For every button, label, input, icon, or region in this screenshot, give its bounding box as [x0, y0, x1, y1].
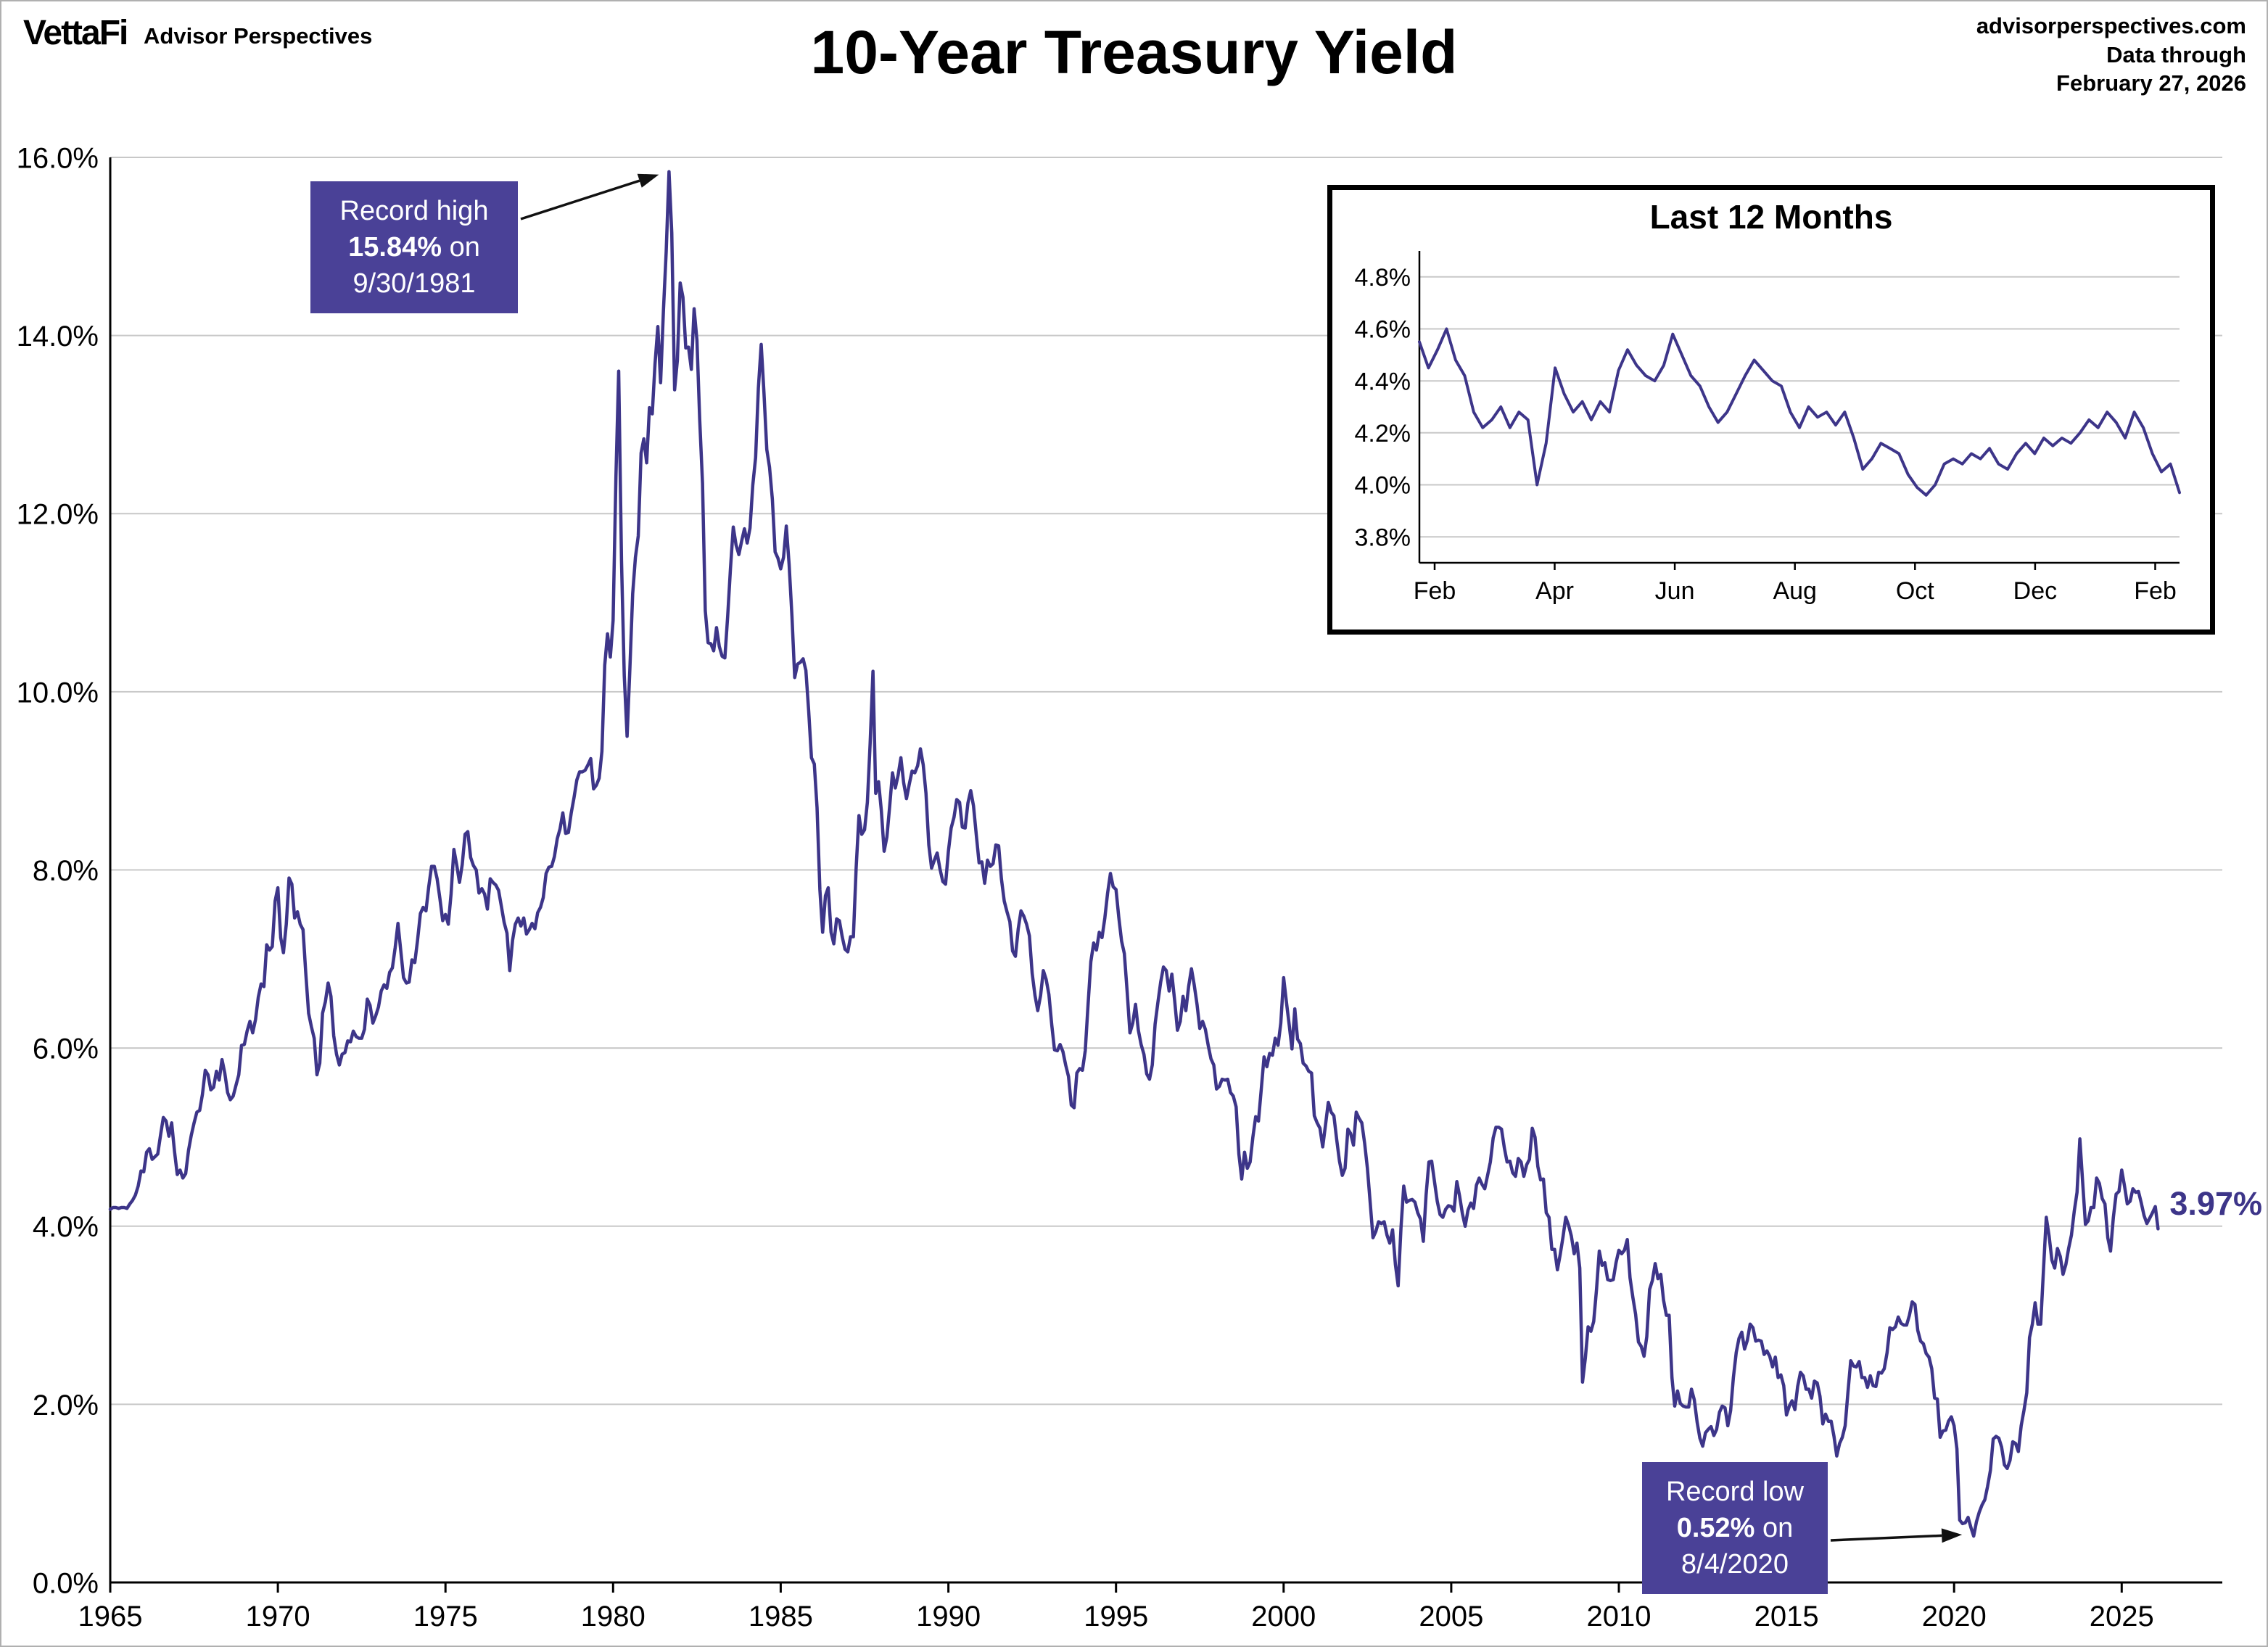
- record-low-annotation: Record low 0.52% on 8/4/2020: [1642, 1462, 1828, 1595]
- record-high-annotation: Record high 15.84% on 9/30/1981: [310, 181, 518, 314]
- record-low-line1: Record low: [1665, 1477, 1805, 1507]
- svg-text:Feb: Feb: [2134, 577, 2177, 605]
- svg-text:Oct: Oct: [1896, 577, 1934, 605]
- svg-text:4.0%: 4.0%: [1355, 472, 1411, 500]
- page-title: 10-Year Treasury Yield: [810, 18, 1458, 86]
- svg-text:1970: 1970: [246, 1601, 310, 1632]
- svg-text:0.0%: 0.0%: [33, 1567, 99, 1599]
- logo-subtitle: Advisor Perspectives: [144, 23, 373, 49]
- svg-text:3.8%: 3.8%: [1355, 524, 1411, 551]
- record-high-line1: Record high: [339, 196, 489, 226]
- svg-text:12.0%: 12.0%: [17, 499, 99, 531]
- svg-text:4.2%: 4.2%: [1355, 420, 1411, 447]
- svg-text:2.0%: 2.0%: [33, 1390, 99, 1421]
- svg-text:2025: 2025: [2090, 1601, 2154, 1632]
- svg-text:14.0%: 14.0%: [17, 321, 99, 352]
- svg-text:1985: 1985: [749, 1601, 813, 1632]
- record-high-date: 9/30/1981: [352, 268, 476, 300]
- svg-text:1980: 1980: [581, 1601, 646, 1632]
- svg-text:1990: 1990: [916, 1601, 981, 1632]
- record-low-line2: 0.52% on: [1676, 1513, 1794, 1544]
- svg-text:Jun: Jun: [1655, 577, 1695, 605]
- svg-text:4.4%: 4.4%: [1355, 368, 1411, 395]
- inset-chart: 3.8% 4.0% 4.2% 4.4% 4.6% 4.8% Feb Apr Jun Aug Oct D…: [1355, 251, 2181, 605]
- svg-text:Feb: Feb: [1414, 577, 1456, 605]
- svg-text:1965: 1965: [78, 1601, 143, 1632]
- source-block: advisorperspectives.com Data through Feb…: [1976, 12, 2246, 98]
- svg-text:2010: 2010: [1587, 1601, 1651, 1632]
- svg-text:6.0%: 6.0%: [33, 1033, 99, 1065]
- svg-text:1975: 1975: [413, 1601, 478, 1632]
- source-site: advisorperspectives.com: [1976, 13, 2246, 38]
- vettafi-logo: VettaFi: [23, 14, 128, 52]
- svg-text:2020: 2020: [1922, 1601, 1987, 1632]
- data-through-date: February 27, 2026: [2056, 70, 2246, 96]
- inset-title: Last 12 Months: [1649, 198, 1893, 236]
- main-chart: 0.0% 2.0% 4.0% 6.0% 8.0% 10.0% 12.0% 14.0% 16.0%…: [17, 142, 2222, 1632]
- svg-text:Dec: Dec: [2013, 577, 2057, 605]
- svg-text:2005: 2005: [1419, 1601, 1483, 1632]
- svg-text:10.0%: 10.0%: [17, 677, 99, 709]
- svg-text:4.6%: 4.6%: [1355, 316, 1411, 344]
- svg-text:Aug: Aug: [1773, 577, 1817, 605]
- svg-text:16.0%: 16.0%: [17, 142, 99, 174]
- main-chart-area: 0.0% 2.0% 4.0% 6.0% 8.0% 10.0% 12.0% 14.0% 16.0%…: [1, 96, 2267, 1646]
- record-high-line2: 15.84% on: [348, 232, 480, 263]
- svg-text:2015: 2015: [1754, 1601, 1819, 1632]
- svg-text:1995: 1995: [1084, 1601, 1148, 1632]
- svg-text:4.8%: 4.8%: [1355, 264, 1411, 292]
- svg-text:8.0%: 8.0%: [33, 855, 99, 887]
- svg-text:Apr: Apr: [1535, 577, 1574, 605]
- svg-text:4.0%: 4.0%: [33, 1211, 99, 1243]
- record-low-date: 8/4/2020: [1681, 1549, 1789, 1580]
- last-value-label: 3.97%: [2169, 1185, 2263, 1223]
- svg-text:2000: 2000: [1251, 1601, 1316, 1632]
- data-through-label: Data through: [2106, 41, 2246, 67]
- inset-chart-panel: Last 12 Months 3.8% 4.0% 4.2% 4.4% 4.6% 4.8% F…: [1327, 185, 2215, 635]
